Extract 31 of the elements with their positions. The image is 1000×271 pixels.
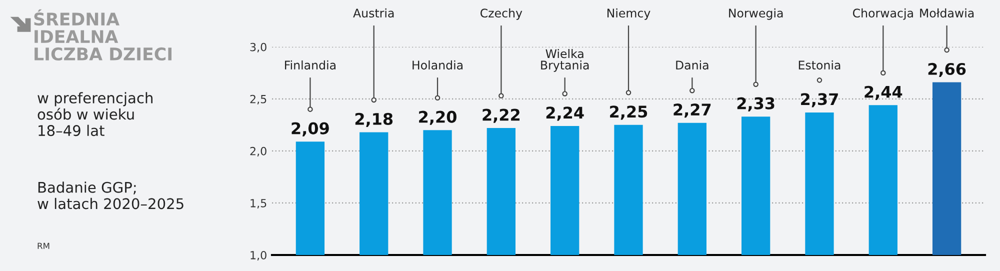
data-label: 2,24 xyxy=(546,106,584,121)
x-tick-label: Mołdawia xyxy=(920,8,974,18)
y-tick-label: 1,0 xyxy=(250,250,266,261)
text: Badanie GGP; w latach 2020–2025 xyxy=(38,182,184,210)
x-tick-label: Czechy xyxy=(480,8,522,20)
y-tick-label: 1,5 xyxy=(250,199,266,208)
x-tick-label: Austria xyxy=(353,8,394,18)
data-label: 2,44 xyxy=(864,86,902,100)
y-tick-label: 2,5 xyxy=(250,94,266,104)
text: RM xyxy=(38,242,50,249)
text: ŚREDNIA IDEALNA LICZBA DZIECI xyxy=(34,9,172,61)
y-tick-label: 2,0 xyxy=(250,146,266,156)
x-tick-label: Holandia xyxy=(412,60,462,70)
x-tick-label: Estonia xyxy=(798,60,840,70)
data-label: 2,66 xyxy=(928,62,966,78)
y-tick-label: 3,0 xyxy=(250,42,266,52)
x-tick-label: Finlandia xyxy=(285,60,336,70)
data-label: 2,09 xyxy=(292,122,329,136)
data-label: 2,25 xyxy=(610,106,648,120)
data-label: 2,20 xyxy=(419,110,456,125)
data-label: 2,33 xyxy=(737,97,774,112)
text: w preferencjach osób w wieku 18–49 lat xyxy=(38,92,152,136)
x-tick-label: Norwegia xyxy=(729,8,783,20)
x-tick-label: Niemcy xyxy=(607,8,650,20)
x-tick-label: Wielka Brytania xyxy=(541,49,589,72)
data-label: 2,22 xyxy=(482,108,520,123)
data-label: 2,37 xyxy=(801,93,838,108)
x-tick-label: Dania xyxy=(676,60,708,70)
data-label: 2,27 xyxy=(674,104,711,118)
x-tick-label: Chorwacja xyxy=(852,8,913,20)
data-label: 2,18 xyxy=(355,112,393,127)
